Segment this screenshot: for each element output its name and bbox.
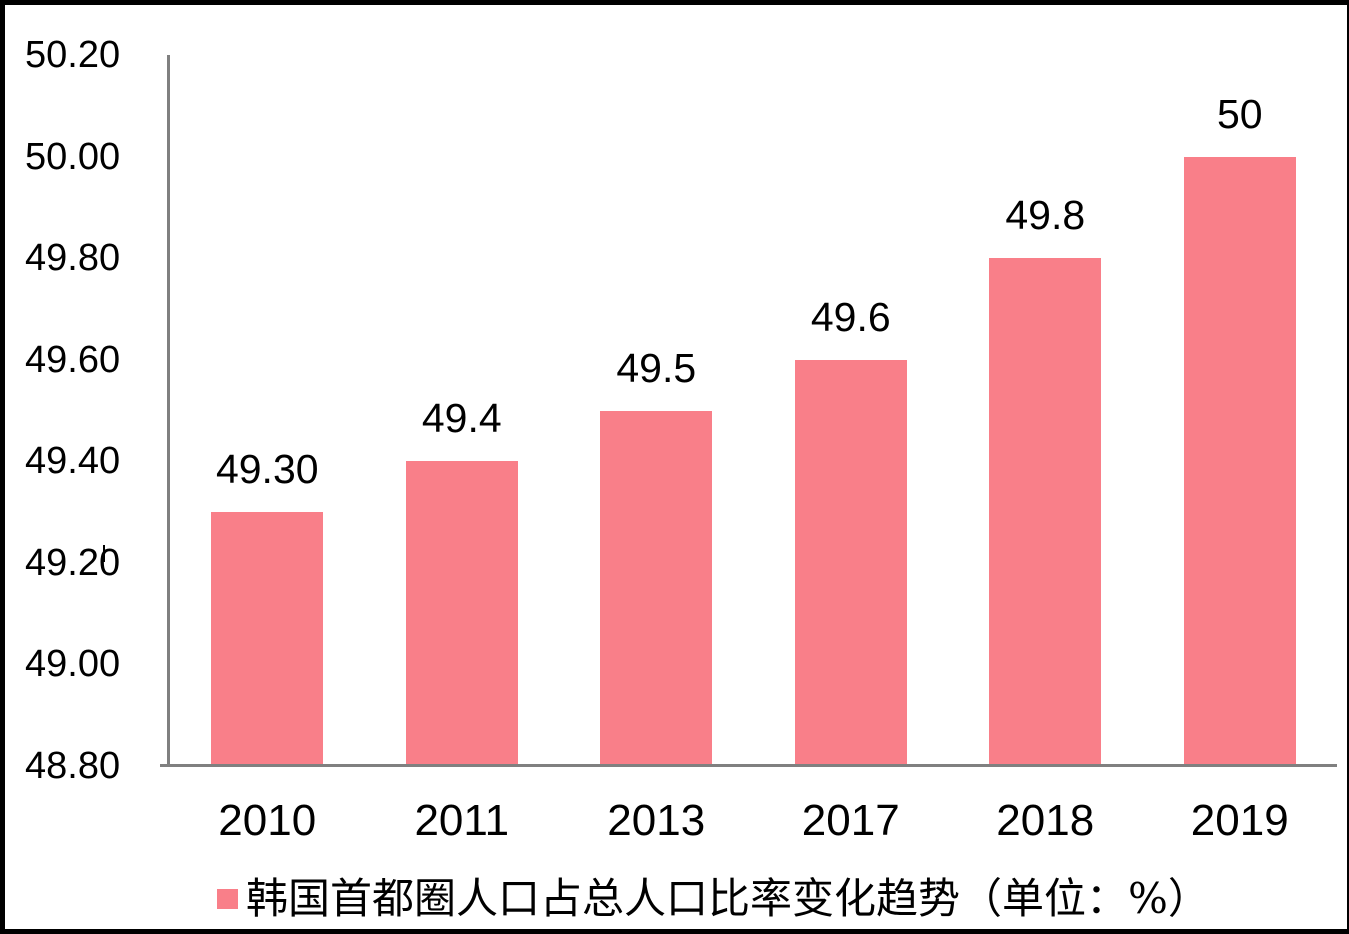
bar: [1183, 156, 1296, 766]
legend-label: 韩国首都圈人口占总人口比率变化趋势（单位：%）: [246, 874, 1210, 923]
x-axis-label: 2017: [801, 796, 900, 845]
x-axis-label: 2011: [414, 796, 510, 845]
y-tick-label: 49.60: [25, 338, 121, 381]
bar: [600, 410, 713, 766]
legend-swatch-icon: [217, 889, 238, 910]
y-tick-label: 49.80: [25, 237, 121, 280]
y-tick-label: 49.40: [25, 440, 121, 483]
y-tick-label: 48.80: [25, 745, 121, 787]
data-label: 49.4: [421, 395, 502, 442]
y-tick-label: 49.20: [25, 541, 121, 584]
data-label: 50: [1216, 90, 1263, 137]
x-axis-label: 2010: [218, 796, 317, 845]
data-label: 49.30: [215, 446, 319, 493]
data-label: 49.5: [616, 344, 697, 391]
x-axis-labels: 2010 2011 2013 2017 2018 2019: [0, 799, 1349, 849]
y-tick-label: 49.00: [25, 643, 121, 686]
x-axis-label: 2018: [996, 796, 1095, 845]
bar: [405, 461, 518, 766]
bar: [211, 512, 324, 766]
bar: [989, 258, 1102, 766]
y-tick-label: 50.00: [25, 135, 121, 178]
x-axis-label: 2019: [1190, 796, 1289, 845]
legend: 韩国首都圈人口占总人口比率变化趋势（单位：%）: [217, 874, 1210, 923]
x-axis-label: 2013: [607, 796, 706, 845]
stray-mark: [103, 545, 105, 562]
data-label: 49.6: [810, 293, 891, 340]
y-tick-label: 50.20: [25, 34, 121, 76]
x-axis-line: [160, 764, 1337, 767]
bar: [794, 359, 907, 766]
y-axis-line: [167, 55, 170, 766]
data-label: 49.8: [1005, 192, 1086, 239]
